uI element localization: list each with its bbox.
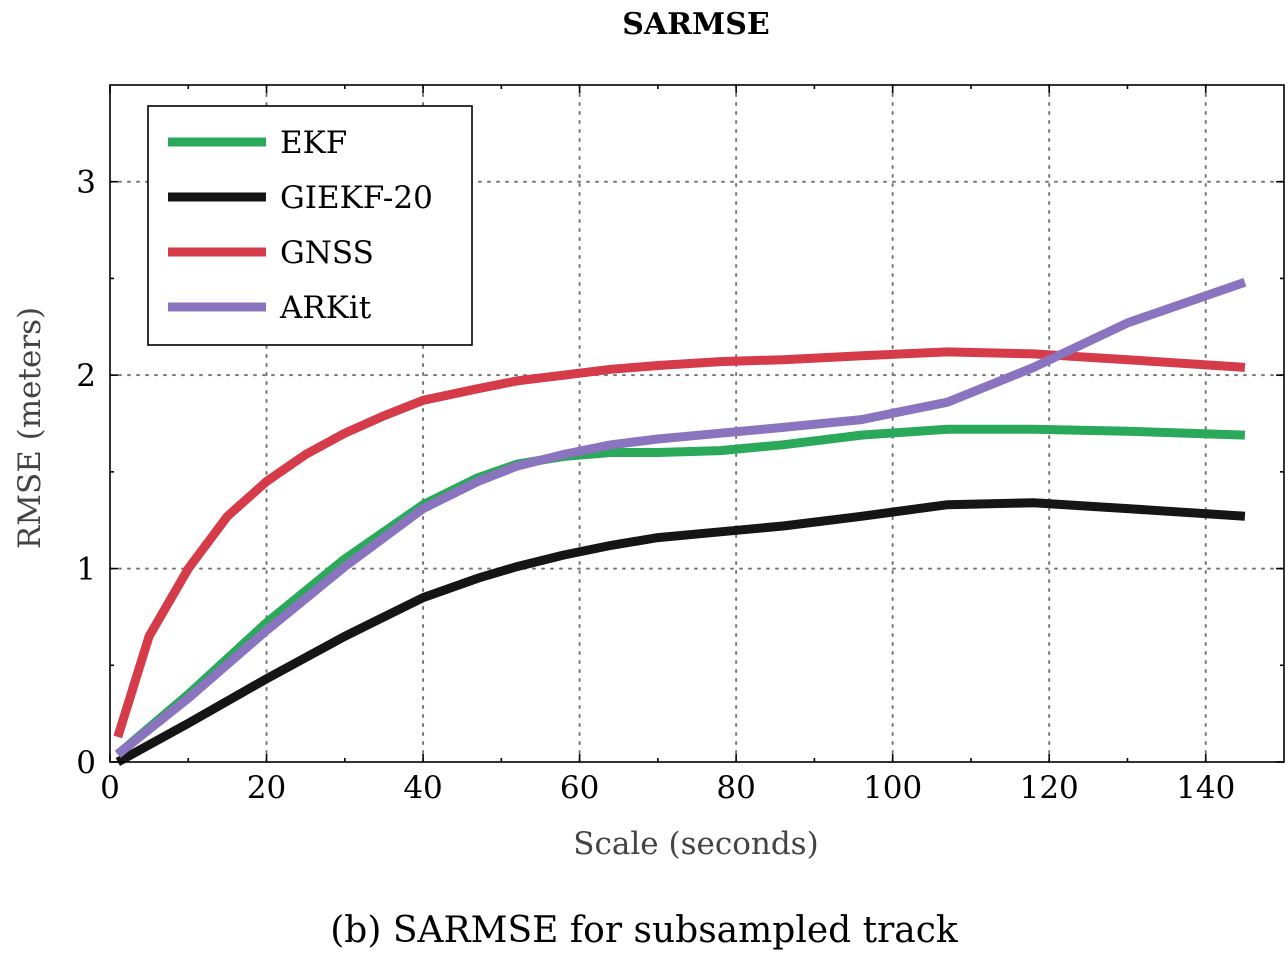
y-tick-label: 3 [76,165,96,201]
series-line-gnss [118,352,1245,737]
legend-label-gnss: GNSS [280,235,374,271]
x-tick-label: 100 [863,770,922,806]
y-tick-label: 2 [76,358,96,394]
y-tick-label: 0 [76,745,96,781]
series-line-giekf-20 [118,503,1245,762]
series-lines [118,282,1245,762]
x-tick-label: 140 [1176,770,1235,806]
legend-label-ekf: EKF [280,125,347,161]
figure-caption: (b) SARMSE for subsampled track [330,910,959,951]
legend-label-arkit: ARKit [279,290,372,326]
chart-title: SARMSE [622,7,770,42]
y-tick-label: 1 [76,552,96,588]
series-line-ekf [118,429,1245,754]
x-tick-label: 20 [247,770,286,806]
x-tick-label: 60 [560,770,599,806]
x-axis-label: Scale (seconds) [573,826,818,862]
x-tick-label: 0 [100,770,120,806]
x-tick-label: 120 [1020,770,1079,806]
x-tick-label: 40 [403,770,442,806]
legend-label-giekf-20: GIEKF-20 [280,180,433,216]
legend: EKF GIEKF-20 GNSS ARKit [148,106,472,345]
x-tick-label: 80 [716,770,755,806]
y-axis-label: RMSE (meters) [12,307,48,549]
